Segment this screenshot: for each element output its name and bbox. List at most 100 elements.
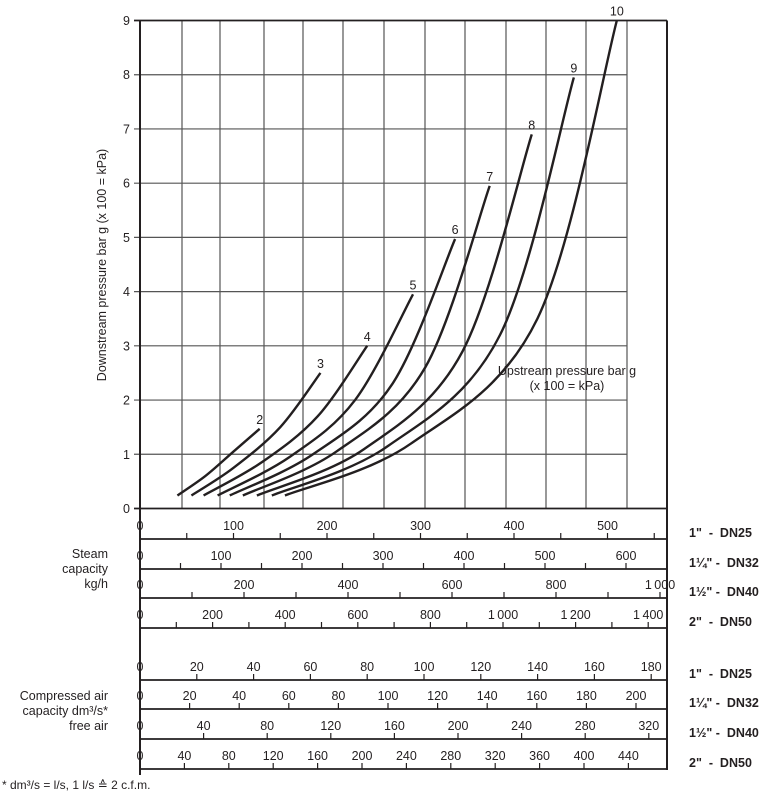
- steam-scale-1-tick-label: 300: [373, 549, 394, 563]
- air-scale-2-tick-label: 40: [197, 719, 211, 733]
- air-scale-2-tick-label: 0: [137, 719, 144, 733]
- air-label-line3: free air: [69, 719, 108, 733]
- steam-scale-2-tick-label: 200: [234, 578, 255, 592]
- y-tick-label: 3: [123, 339, 130, 353]
- y-tick-label: 9: [123, 14, 130, 28]
- steam-scale-0-tick-label: 300: [410, 519, 431, 533]
- y-axis-label: Downstream pressure bar g (x 100 = kPa): [95, 149, 109, 381]
- steam-scale-2-tick-label: 800: [546, 578, 567, 592]
- air-scale-1-tick-label: 180: [576, 689, 597, 703]
- steam-scale-3-tick-label: 0: [137, 608, 144, 622]
- y-tick-label: 0: [123, 502, 130, 516]
- upstream-label-line2: (x 100 = kPa): [530, 379, 605, 393]
- air-scale-0-tick-label: 180: [641, 660, 662, 674]
- curve-label-9: 9: [570, 61, 577, 75]
- air-scale-1-tick-label: 120: [427, 689, 448, 703]
- air-scale-3-tick-label: 360: [529, 749, 550, 763]
- chart-text: Downstream pressure bar g (x 100 = kPa) …: [20, 149, 636, 733]
- curve-label-5: 5: [410, 278, 417, 292]
- steam-scale-3-tick-label: 1 200: [560, 608, 590, 622]
- air-scale-2-tick-label: 240: [511, 719, 532, 733]
- air-scale-1-tick-label: 200: [626, 689, 647, 703]
- steam-scale-1-tick-label: 500: [535, 549, 556, 563]
- air-label-line2: capacity dm³/s*: [23, 704, 109, 718]
- air-scale-2-tick-label: 280: [575, 719, 596, 733]
- y-tick-label: 1: [123, 448, 130, 462]
- pressure-curve-6: [229, 238, 457, 497]
- air-scale-3-size-label: 2" - DN50: [689, 756, 752, 770]
- steam-scale-2-size-label: 1½" - DN40: [689, 585, 759, 599]
- steam-scale-0-tick-label: 200: [317, 519, 338, 533]
- pressure-curve-10: [284, 20, 619, 497]
- curve-label-10: 10: [610, 5, 624, 19]
- y-tick-label: 2: [123, 394, 130, 408]
- air-scale-2-tick-label: 320: [638, 719, 659, 733]
- y-tick-label: 8: [123, 68, 130, 82]
- air-scale-3-tick-label: 0: [137, 749, 144, 763]
- air-scale-1-tick-label: 140: [477, 689, 498, 703]
- steam-label-line1: Steam: [72, 547, 108, 561]
- steam-scale-1-size-label: 1¼" - DN32: [689, 556, 759, 570]
- steam-scale-0-tick-label: 100: [223, 519, 244, 533]
- pressure-curve-3: [190, 372, 322, 497]
- steam-scale-1-tick-label: 100: [211, 549, 232, 563]
- curve-label-8: 8: [528, 118, 535, 132]
- steam-scale-1-tick-label: 200: [292, 549, 313, 563]
- y-tick-label: 7: [123, 122, 130, 136]
- steam-scale-1-tick-label: 400: [454, 549, 475, 563]
- steam-label-line3: kg/h: [84, 577, 108, 591]
- steam-label-line2: capacity: [62, 562, 109, 576]
- steam-scale-2-tick-label: 0: [137, 578, 144, 592]
- air-scale-0-tick-label: 120: [470, 660, 491, 674]
- air-scale-0-tick-label: 80: [360, 660, 374, 674]
- air-scale-0-tick-label: 0: [137, 660, 144, 674]
- pressure-curve-8: [256, 134, 533, 497]
- air-scale-0-tick-label: 40: [247, 660, 261, 674]
- y-tick-label: 5: [123, 231, 130, 245]
- pressure-curve-2: [176, 427, 261, 497]
- air-scale-2-size-label: 1½" - DN40: [689, 726, 759, 740]
- steam-scale-0-tick-label: 0: [137, 519, 144, 533]
- air-scale-1-tick-label: 160: [526, 689, 547, 703]
- footnote: * dm³/s = l/s, 1 l/s ≙ 2 c.f.m.: [2, 778, 151, 792]
- air-scale-0-tick-label: 60: [303, 660, 317, 674]
- y-tick-label: 6: [123, 177, 130, 191]
- steam-scale-3-tick-label: 800: [420, 608, 441, 622]
- chart-grid: 0 1 2 3 4 5 6 7 8 9: [123, 14, 668, 775]
- steam-scale-2-tick-label: 400: [338, 578, 359, 592]
- curve-label-4: 4: [364, 330, 371, 344]
- pressure-curve-7: [242, 185, 491, 497]
- pressure-curve-4: [202, 345, 369, 497]
- curve-label-7: 7: [486, 170, 493, 184]
- air-scale-2-tick-label: 160: [384, 719, 405, 733]
- air-scale-0-tick-label: 140: [527, 660, 548, 674]
- curve-label-6: 6: [452, 223, 459, 237]
- air-scale-3-tick-label: 240: [396, 749, 417, 763]
- air-scale-0-tick-label: 160: [584, 660, 605, 674]
- curve-label-3: 3: [317, 357, 324, 371]
- steam-scale-0-tick-label: 400: [504, 519, 525, 533]
- air-scale-3-tick-label: 200: [352, 749, 373, 763]
- air-scale-2-tick-label: 200: [448, 719, 469, 733]
- steam-scale-2-tick-label: 1 000: [645, 578, 675, 592]
- steam-scale-3-tick-label: 200: [202, 608, 223, 622]
- steam-scale-3-size-label: 2" - DN50: [689, 615, 752, 629]
- air-scale-3-tick-label: 120: [263, 749, 284, 763]
- air-scale-0-tick-label: 20: [190, 660, 204, 674]
- air-scale-1-tick-label: 100: [378, 689, 399, 703]
- steam-scale-3-tick-label: 1 400: [633, 608, 663, 622]
- air-scale-3-tick-label: 160: [307, 749, 328, 763]
- steam-scale-2-tick-label: 600: [442, 578, 463, 592]
- air-label-line1: Compressed air: [20, 689, 108, 703]
- air-scale-3-tick-label: 40: [177, 749, 191, 763]
- y-tick-label: 4: [123, 285, 130, 299]
- air-scale-3-tick-label: 80: [222, 749, 236, 763]
- air-scale-1-tick-label: 60: [282, 689, 296, 703]
- air-scale-2-tick-label: 120: [320, 719, 341, 733]
- air-scale-0-size-label: 1" - DN25: [689, 667, 752, 681]
- air-scale-3-tick-label: 400: [574, 749, 595, 763]
- pressure-curve-5: [217, 293, 415, 497]
- steam-scale-3-tick-label: 400: [275, 608, 296, 622]
